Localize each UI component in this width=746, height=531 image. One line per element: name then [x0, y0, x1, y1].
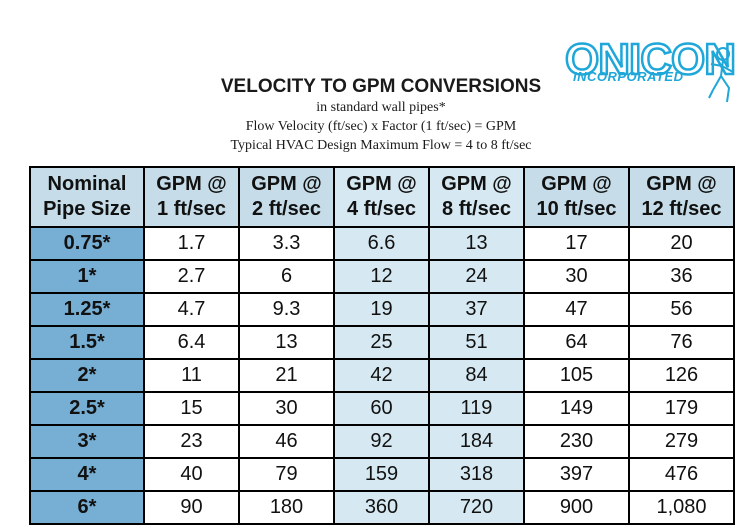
pipe-size-cell: 3*: [29, 424, 145, 459]
table-row: 1.5* 6.4 13 25 51 64 76: [29, 325, 735, 360]
header-row: Nominal Pipe Size GPM @1 ft/sec GPM @2 ft…: [29, 166, 735, 228]
gpm-2-cell: 79: [238, 457, 335, 492]
gpm-1-cell: 23: [143, 424, 240, 459]
gpm-8-cell: 84: [428, 358, 525, 393]
gpm-1-cell: 6.4: [143, 325, 240, 360]
gpm-8-cell: 51: [428, 325, 525, 360]
pipe-size-cell: 2.5*: [29, 391, 145, 426]
pipe-size-cell: 4*: [29, 457, 145, 492]
gpm-10-cell: 30: [523, 259, 630, 294]
gpm-2-cell: 21: [238, 358, 335, 393]
gpm-4-cell: 60: [333, 391, 430, 426]
gpm-12-cell: 36: [628, 259, 735, 294]
pipe-size-cell: 1.25*: [29, 292, 145, 327]
gpm-12-cell: 279: [628, 424, 735, 459]
gpm-1-cell: 15: [143, 391, 240, 426]
page-title: VELOCITY TO GPM CONVERSIONS: [220, 76, 542, 97]
gpm-8-cell: 720: [428, 490, 525, 525]
diver-icon: [708, 47, 734, 103]
gpm-1-cell: 2.7: [143, 259, 240, 294]
gpm-4-cell: 19: [333, 292, 430, 327]
gpm-10-cell: 105: [523, 358, 630, 393]
onicon-logo: ONICON INCORPORATED: [564, 35, 740, 106]
gpm-1-cell: 40: [143, 457, 240, 492]
gpm-8-cell: 13: [428, 226, 525, 261]
gpm-8-cell: 318: [428, 457, 525, 492]
gpm-4-cell: 92: [333, 424, 430, 459]
gpm-10-cell: 900: [523, 490, 630, 525]
gpm-12-cell: 179: [628, 391, 735, 426]
gpm-2-cell: 9.3: [238, 292, 335, 327]
gpm-2-cell: 6: [238, 259, 335, 294]
gpm-2-cell: 180: [238, 490, 335, 525]
header-gpm-4: GPM @4 ft/sec: [333, 166, 430, 228]
header-pipe-size: Nominal Pipe Size: [29, 166, 145, 228]
pipe-size-cell: 0.75*: [29, 226, 145, 261]
gpm-10-cell: 17: [523, 226, 630, 261]
logo-subtitle: INCORPORATED: [573, 69, 684, 84]
gpm-12-cell: 476: [628, 457, 735, 492]
table-row: 4* 40 79 159 318 397 476: [29, 457, 735, 492]
gpm-1-cell: 1.7: [143, 226, 240, 261]
subtitle-wall-pipes: in standard wall pipes*: [316, 100, 446, 115]
header-gpm-2: GPM @2 ft/sec: [238, 166, 335, 228]
gpm-4-cell: 42: [333, 358, 430, 393]
gpm-2-cell: 30: [238, 391, 335, 426]
gpm-4-cell: 6.6: [333, 226, 430, 261]
logo-wordmark: ONICON: [564, 35, 738, 84]
gpm-2-cell: 13: [238, 325, 335, 360]
subtitle-formula: Flow Velocity (ft/sec) x Factor (1 ft/se…: [245, 119, 517, 134]
gpm-2-cell: 46: [238, 424, 335, 459]
gpm-1-cell: 4.7: [143, 292, 240, 327]
gpm-4-cell: 360: [333, 490, 430, 525]
gpm-10-cell: 149: [523, 391, 630, 426]
gpm-8-cell: 184: [428, 424, 525, 459]
gpm-4-cell: 159: [333, 457, 430, 492]
table-row: 6* 90 180 360 720 900 1,080: [29, 490, 735, 525]
gpm-8-cell: 24: [428, 259, 525, 294]
header-gpm-8: GPM @8 ft/sec: [428, 166, 525, 228]
gpm-8-cell: 119: [428, 391, 525, 426]
table-row: 1.25* 4.7 9.3 19 37 47 56: [29, 292, 735, 327]
table-body: 0.75* 1.7 3.3 6.6 13 17 20 1* 2.7 6 12 24 30 36 1.25* 4…: [29, 226, 735, 525]
header-gpm-12: GPM @12 ft/sec: [628, 166, 735, 228]
pipe-size-cell: 1.5*: [29, 325, 145, 360]
pipe-size-cell: 6*: [29, 490, 145, 525]
gpm-2-cell: 3.3: [238, 226, 335, 261]
subtitle-design-flow: Typical HVAC Design Maximum Flow = 4 to …: [230, 138, 532, 153]
gpm-12-cell: 76: [628, 325, 735, 360]
gpm-8-cell: 37: [428, 292, 525, 327]
gpm-10-cell: 64: [523, 325, 630, 360]
gpm-12-cell: 20: [628, 226, 735, 261]
table-row: 0.75* 1.7 3.3 6.6 13 17 20: [29, 226, 735, 261]
gpm-10-cell: 397: [523, 457, 630, 492]
table-row: 1* 2.7 6 12 24 30 36: [29, 259, 735, 294]
table-row: 2* 11 21 42 84 105 126: [29, 358, 735, 393]
table-row: 3* 23 46 92 184 230 279: [29, 424, 735, 459]
gpm-12-cell: 1,080: [628, 490, 735, 525]
header-gpm-1: GPM @1 ft/sec: [143, 166, 240, 228]
gpm-1-cell: 90: [143, 490, 240, 525]
gpm-1-cell: 11: [143, 358, 240, 393]
gpm-12-cell: 56: [628, 292, 735, 327]
table-row: 2.5* 15 30 60 119 149 179: [29, 391, 735, 426]
pipe-size-cell: 2*: [29, 358, 145, 393]
gpm-4-cell: 25: [333, 325, 430, 360]
gpm-4-cell: 12: [333, 259, 430, 294]
conversion-table: Nominal Pipe Size GPM @1 ft/sec GPM @2 ft…: [29, 166, 735, 525]
gpm-10-cell: 47: [523, 292, 630, 327]
header-gpm-10: GPM @10 ft/sec: [523, 166, 630, 228]
gpm-12-cell: 126: [628, 358, 735, 393]
pipe-size-cell: 1*: [29, 259, 145, 294]
gpm-10-cell: 230: [523, 424, 630, 459]
